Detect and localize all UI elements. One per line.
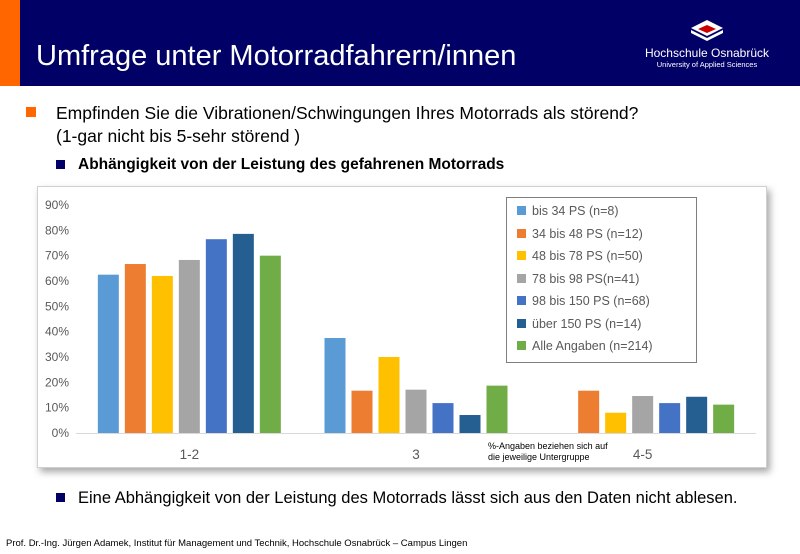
bar <box>632 396 654 433</box>
chart-note-line: die jeweilige Untergruppe <box>488 452 590 462</box>
legend-swatch <box>517 273 526 283</box>
chart-panel: 0% 10% 20% 30% 40% 50% 60% 70% 80% 90% 1-2 3 4-5 %-An… <box>37 186 767 468</box>
legend-label: 78 bis 98 PS(n=41) <box>532 271 640 286</box>
y-tick-label: 30% <box>45 350 69 364</box>
legend-label: 34 bis 48 PS (n=12) <box>532 226 643 241</box>
bar <box>205 239 227 433</box>
legend-item: 48 bis 78 PS (n=50) <box>517 249 643 267</box>
y-tick-label: 0% <box>52 426 70 440</box>
x-category-label: 1-2 <box>180 447 200 462</box>
logo-name: Hochschule Osnabrück <box>644 46 770 60</box>
y-tick-label: 20% <box>45 375 69 389</box>
y-tick-label: 70% <box>45 249 69 263</box>
y-tick-label: 80% <box>45 223 69 237</box>
bar <box>659 403 681 433</box>
bar <box>232 233 254 433</box>
y-tick-label: 60% <box>45 274 69 288</box>
legend-swatch <box>517 341 526 350</box>
question-line-2: (1-gar nicht bis 5-sehr störend ) <box>56 126 301 146</box>
conclusion-text: Eine Abhängigkeit von der Leistung des M… <box>78 489 738 507</box>
university-logo: Hochschule Osnabrück University of Appli… <box>622 18 792 78</box>
legend-label: Alle Angaben (n=214) <box>532 339 653 353</box>
legend-item: über 150 PS (n=14) <box>517 317 641 335</box>
header-accent <box>0 0 20 86</box>
bar <box>151 275 173 433</box>
bar <box>578 390 600 433</box>
legend-label: 98 bis 150 PS (n=68) <box>532 294 650 308</box>
bar <box>432 403 454 433</box>
footer-text: Prof. Dr.-Ing. Jürgen Adamek, Institut f… <box>6 538 468 549</box>
navy-bullet-icon <box>56 493 65 502</box>
chart-legend: bis 34 PS (n=8) 34 bis 48 PS (n=12) 48 bis… <box>506 197 697 363</box>
chart-note-line: %-Angaben beziehen sich auf <box>488 441 608 451</box>
bar <box>713 404 735 433</box>
bar <box>405 389 427 433</box>
bar <box>124 264 146 433</box>
legend-label: bis 34 PS (n=8) <box>532 204 619 218</box>
bar <box>486 385 508 433</box>
x-category-label: 4-5 <box>633 447 653 462</box>
legend-label: über 150 PS (n=14) <box>532 316 642 331</box>
y-tick-label: 50% <box>45 299 69 313</box>
bar <box>97 274 119 433</box>
legend-swatch <box>517 296 526 305</box>
legend-label: 48 bis 78 PS (n=50) <box>532 249 643 263</box>
question-line-1: Empfinden Sie die Vibrationen/Schwingung… <box>56 103 639 123</box>
bar <box>351 390 373 433</box>
logo-icon <box>691 20 723 41</box>
legend-item: Alle Angaben (n=214) <box>517 339 653 357</box>
question-text: Empfinden Sie die Vibrationen/Schwingung… <box>56 102 638 148</box>
legend-swatch <box>517 228 526 238</box>
bar <box>378 357 400 433</box>
bar <box>459 415 481 433</box>
page-title: Umfrage unter Motorradfahrern/innen <box>36 40 517 72</box>
bar-chart: 0% 10% 20% 30% 40% 50% 60% 70% 80% 90% 1-2 3 4-5 %-An… <box>45 198 756 462</box>
bar <box>178 259 200 433</box>
bar <box>259 255 281 433</box>
y-tick-label: 40% <box>45 325 69 339</box>
bar <box>324 338 346 433</box>
x-category-label: 3 <box>412 447 420 462</box>
legend-swatch <box>517 206 526 215</box>
legend-item: 98 bis 150 PS (n=68) <box>517 294 650 312</box>
header-bar: Umfrage unter Motorradfahrern/innen Hoch… <box>0 0 800 86</box>
logo-subtitle: University of Applied Sciences <box>656 60 758 69</box>
legend-item: 78 bis 98 PS(n=41) <box>517 272 639 290</box>
bar <box>686 396 708 433</box>
orange-bullet-icon <box>26 107 36 117</box>
legend-item: bis 34 PS (n=8) <box>517 204 619 222</box>
subheading-text: Abhängigkeit von der Leistung des gefahr… <box>78 156 505 173</box>
y-tick-label: 90% <box>45 198 69 212</box>
legend-swatch <box>517 318 526 328</box>
legend-item: 34 bis 48 PS (n=12) <box>517 227 643 245</box>
legend-swatch <box>517 251 526 260</box>
bar <box>605 412 627 433</box>
y-tick-label: 10% <box>45 401 69 415</box>
navy-bullet-icon <box>56 160 65 169</box>
